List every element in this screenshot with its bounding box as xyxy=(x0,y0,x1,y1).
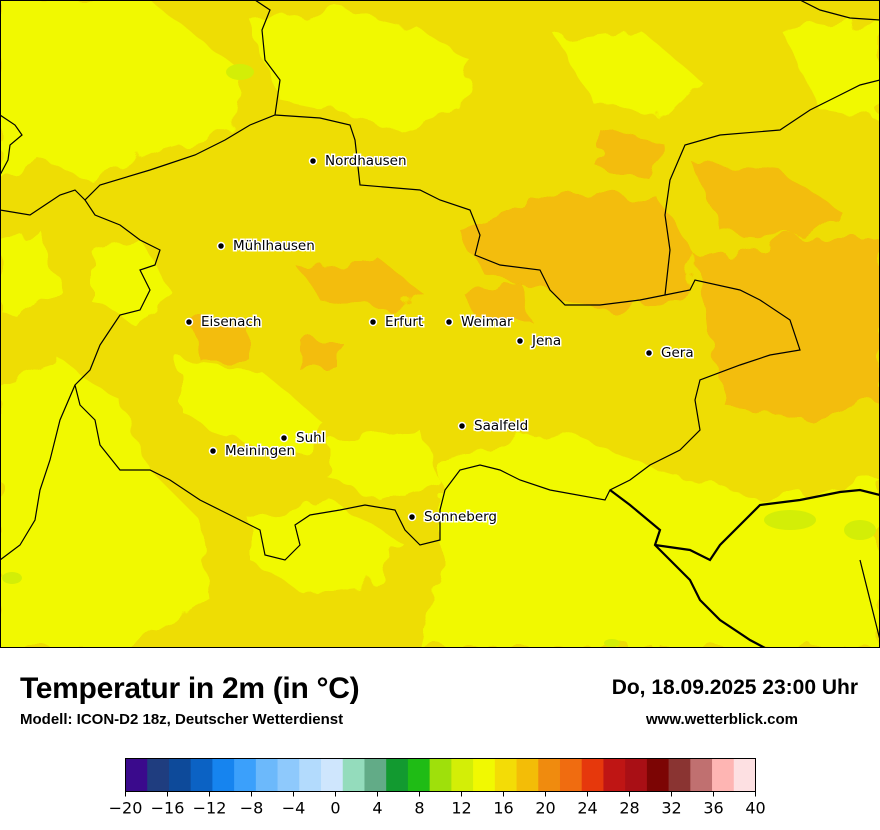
legend-swatch xyxy=(255,758,278,792)
legend-swatch xyxy=(212,758,235,792)
city-meiningen: Meiningen xyxy=(208,442,297,461)
city-sonneberg: Sonneberg xyxy=(407,508,499,527)
legend-tick-label: 0 xyxy=(330,799,340,818)
legend-tick-label: 12 xyxy=(451,799,471,818)
legend-tick-label: −20 xyxy=(109,799,143,818)
city-muehlhausen: Mühlhausen xyxy=(216,237,316,256)
legend-tick-label: 24 xyxy=(577,799,597,818)
city-jena: Jena xyxy=(515,332,563,351)
color-legend: −20 −16 −12 −8 −4 0 4 8 12 16 20 24 28 32 36 40 xyxy=(109,758,766,818)
legend-swatch xyxy=(625,758,648,792)
legend-tick-label: 28 xyxy=(619,799,639,818)
city-markers: Nordhausen Mühlhausen Eisenach Erfurt We… xyxy=(184,152,695,527)
legend-swatch xyxy=(733,758,756,792)
legend-tick-label: −4 xyxy=(282,799,306,818)
svg-text:Erfurt: Erfurt xyxy=(385,314,423,330)
svg-text:Mühlhausen: Mühlhausen xyxy=(233,238,315,254)
svg-text:Nordhausen: Nordhausen xyxy=(325,153,407,169)
temperature-field xyxy=(0,0,880,648)
state-border-saxony-bavaria xyxy=(859,559,880,641)
national-border-czech-east xyxy=(654,488,880,562)
state-border-east xyxy=(664,79,880,296)
legend-frame xyxy=(125,758,756,792)
svg-text:Eisenach: Eisenach xyxy=(201,314,261,330)
legend-swatch xyxy=(603,758,626,792)
legend-swatch xyxy=(386,758,409,792)
legend-tick-label: −12 xyxy=(193,799,227,818)
svg-text:Gera: Gera xyxy=(661,345,694,361)
state-border-northeast xyxy=(799,0,880,21)
legend-tick-label: 36 xyxy=(703,799,723,818)
legend-tick-label: −16 xyxy=(151,799,185,818)
state-border-southwest xyxy=(0,384,76,561)
state-border-thuringia xyxy=(74,114,801,561)
legend-ticks: −20 −16 −12 −8 −4 0 4 8 12 16 20 24 28 32 36 40 xyxy=(109,791,766,818)
legend-swatch xyxy=(125,758,148,792)
state-border-west xyxy=(0,114,23,176)
legend-swatch xyxy=(147,758,170,792)
legend-tick-label: −8 xyxy=(240,799,264,818)
legend-swatch xyxy=(494,758,517,792)
city-suhl: Suhl xyxy=(279,429,327,448)
legend-swatch xyxy=(429,758,452,792)
legend-swatch xyxy=(321,758,344,792)
legend-swatch xyxy=(190,758,213,792)
legend-swatches xyxy=(125,758,756,792)
city-weimar: Weimar xyxy=(444,313,515,332)
cool-spots xyxy=(2,64,876,647)
legend-swatch xyxy=(277,758,300,792)
legend-swatch xyxy=(646,758,670,792)
city-saalfeld: Saalfeld xyxy=(457,417,530,436)
legend-tick-label: 16 xyxy=(493,799,513,818)
svg-text:Jena: Jena xyxy=(531,333,561,349)
legend-tick-label: 40 xyxy=(745,799,765,818)
legend-swatch xyxy=(668,758,691,792)
legend-swatch xyxy=(516,758,539,792)
legend-swatch xyxy=(234,758,257,792)
legend-tick-label: 8 xyxy=(414,799,424,818)
svg-text:Suhl: Suhl xyxy=(296,430,325,446)
legend-swatch xyxy=(342,758,365,792)
national-border-czech xyxy=(609,489,766,648)
svg-text:Saalfeld: Saalfeld xyxy=(474,418,528,434)
legend-swatch xyxy=(364,758,387,792)
model-info: Modell: ICON-D2 18z, Deutscher Wetterdie… xyxy=(20,711,344,728)
legend-swatch xyxy=(407,758,431,792)
map-title: Temperatur in 2m (in °C) xyxy=(20,672,360,705)
legend-swatch xyxy=(581,758,604,792)
legend-swatch xyxy=(473,758,496,792)
city-nordhausen: Nordhausen xyxy=(308,152,408,171)
svg-text:Weimar: Weimar xyxy=(461,314,513,330)
legend-swatch xyxy=(712,758,735,792)
legend-swatch xyxy=(168,758,192,792)
temperature-map: Nordhausen Mühlhausen Eisenach Erfurt We… xyxy=(0,0,880,648)
svg-text:Meiningen: Meiningen xyxy=(225,443,295,459)
state-border-north xyxy=(254,0,281,116)
legend-swatch xyxy=(559,758,583,792)
city-gera: Gera xyxy=(644,344,695,363)
city-erfurt: Erfurt xyxy=(368,313,425,332)
legend-tick-label: 4 xyxy=(372,799,382,818)
legend-tick-label: 20 xyxy=(535,799,555,818)
legend-swatch xyxy=(451,758,474,792)
state-border-west2 xyxy=(0,189,86,216)
website-link[interactable]: www.wetterblick.com xyxy=(646,711,798,728)
legend-swatch xyxy=(690,758,713,792)
svg-text:Sonneberg: Sonneberg xyxy=(424,509,497,525)
legend-swatch xyxy=(538,758,561,792)
forecast-datetime: Do, 18.09.2025 23:00 Uhr xyxy=(611,676,858,699)
city-eisenach: Eisenach xyxy=(184,313,263,332)
legend-tick-label: 32 xyxy=(661,799,681,818)
legend-swatch xyxy=(299,758,322,792)
